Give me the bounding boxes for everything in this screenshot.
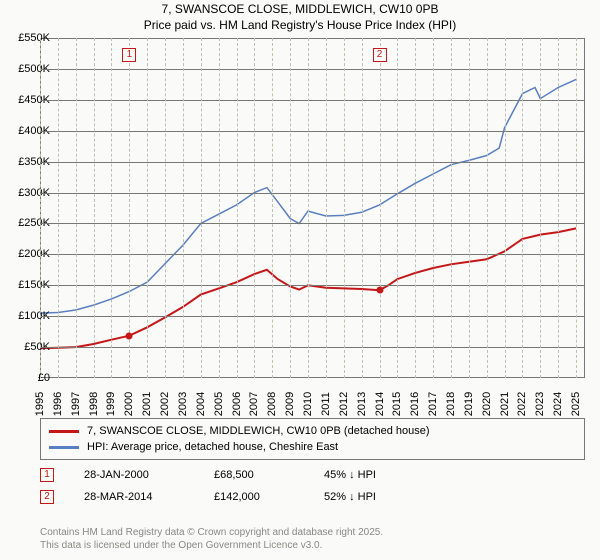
gridline-vertical	[290, 38, 291, 378]
transaction-hpi: 45% ↓ HPI	[324, 469, 464, 481]
legend-swatch	[49, 430, 79, 433]
gridline-horizontal	[40, 131, 585, 132]
legend: 7, SWANSCOE CLOSE, MIDDLEWICH, CW10 0PB …	[40, 418, 585, 460]
gridline-vertical	[433, 38, 434, 378]
gridline-vertical	[111, 38, 112, 378]
gridline-vertical	[94, 38, 95, 378]
legend-item: 7, SWANSCOE CLOSE, MIDDLEWICH, CW10 0PB …	[49, 423, 576, 439]
gridline-vertical	[415, 38, 416, 378]
gridline-vertical	[201, 38, 202, 378]
gridline-vertical	[40, 38, 41, 378]
gridline-vertical	[58, 38, 59, 378]
gridline-horizontal	[40, 347, 585, 348]
transaction-id-box: 2	[40, 490, 54, 504]
gridline-horizontal	[40, 69, 585, 70]
gridline-vertical	[380, 38, 381, 378]
attribution-line2: This data is licensed under the Open Gov…	[40, 539, 383, 552]
gridline-horizontal	[40, 285, 585, 286]
legend-item: HPI: Average price, detached house, Ches…	[49, 439, 576, 455]
transaction-hpi: 52% ↓ HPI	[324, 491, 464, 503]
gridline-vertical	[219, 38, 220, 378]
gridline-vertical	[558, 38, 559, 378]
gridline-vertical	[505, 38, 506, 378]
gridline-vertical	[147, 38, 148, 378]
gridline-vertical	[272, 38, 273, 378]
gridline-vertical	[469, 38, 470, 378]
attribution-line1: Contains HM Land Registry data © Crown c…	[40, 526, 383, 539]
gridline-vertical	[451, 38, 452, 378]
gridline-vertical	[326, 38, 327, 378]
transaction-marker-dot	[126, 332, 133, 339]
title-line1: 7, SWANSCOE CLOSE, MIDDLEWICH, CW10 0PB	[0, 2, 600, 18]
chart-svg	[40, 38, 585, 378]
gridline-vertical	[540, 38, 541, 378]
gridline-vertical	[254, 38, 255, 378]
transaction-price: £142,000	[214, 491, 324, 503]
gridline-vertical	[522, 38, 523, 378]
gridline-horizontal	[40, 162, 585, 163]
transaction-row: 128-JAN-2000£68,50045% ↓ HPI	[40, 464, 464, 486]
gridline-vertical	[344, 38, 345, 378]
gridline-vertical	[487, 38, 488, 378]
gridline-vertical	[76, 38, 77, 378]
gridline-horizontal	[40, 193, 585, 194]
gridline-vertical	[397, 38, 398, 378]
gridline-vertical	[165, 38, 166, 378]
gridline-horizontal	[40, 223, 585, 224]
title-line2: Price paid vs. HM Land Registry's House …	[0, 18, 600, 34]
chart-title: 7, SWANSCOE CLOSE, MIDDLEWICH, CW10 0PB …	[0, 0, 600, 35]
transaction-marker-dot	[376, 287, 383, 294]
y-axis-label: £550K	[18, 32, 50, 44]
legend-swatch	[49, 446, 79, 449]
legend-label: HPI: Average price, detached house, Ches…	[87, 441, 338, 453]
transaction-id-box: 1	[40, 468, 54, 482]
gridline-vertical	[183, 38, 184, 378]
transaction-marker-label: 1	[122, 48, 136, 62]
transaction-marker-label: 2	[373, 48, 387, 62]
gridline-vertical	[308, 38, 309, 378]
transaction-date: 28-JAN-2000	[54, 469, 214, 481]
gridline-vertical	[129, 38, 130, 378]
gridline-horizontal	[40, 254, 585, 255]
transactions-table: 128-JAN-2000£68,50045% ↓ HPI228-MAR-2014…	[40, 464, 464, 508]
gridline-vertical	[237, 38, 238, 378]
transaction-date: 28-MAR-2014	[54, 491, 214, 503]
transaction-price: £68,500	[214, 469, 324, 481]
gridline-vertical	[576, 38, 577, 378]
attribution: Contains HM Land Registry data © Crown c…	[40, 526, 383, 552]
gridline-horizontal	[40, 316, 585, 317]
transaction-row: 228-MAR-2014£142,00052% ↓ HPI	[40, 486, 464, 508]
gridline-horizontal	[40, 100, 585, 101]
gridline-vertical	[362, 38, 363, 378]
legend-label: 7, SWANSCOE CLOSE, MIDDLEWICH, CW10 0PB …	[87, 425, 430, 437]
